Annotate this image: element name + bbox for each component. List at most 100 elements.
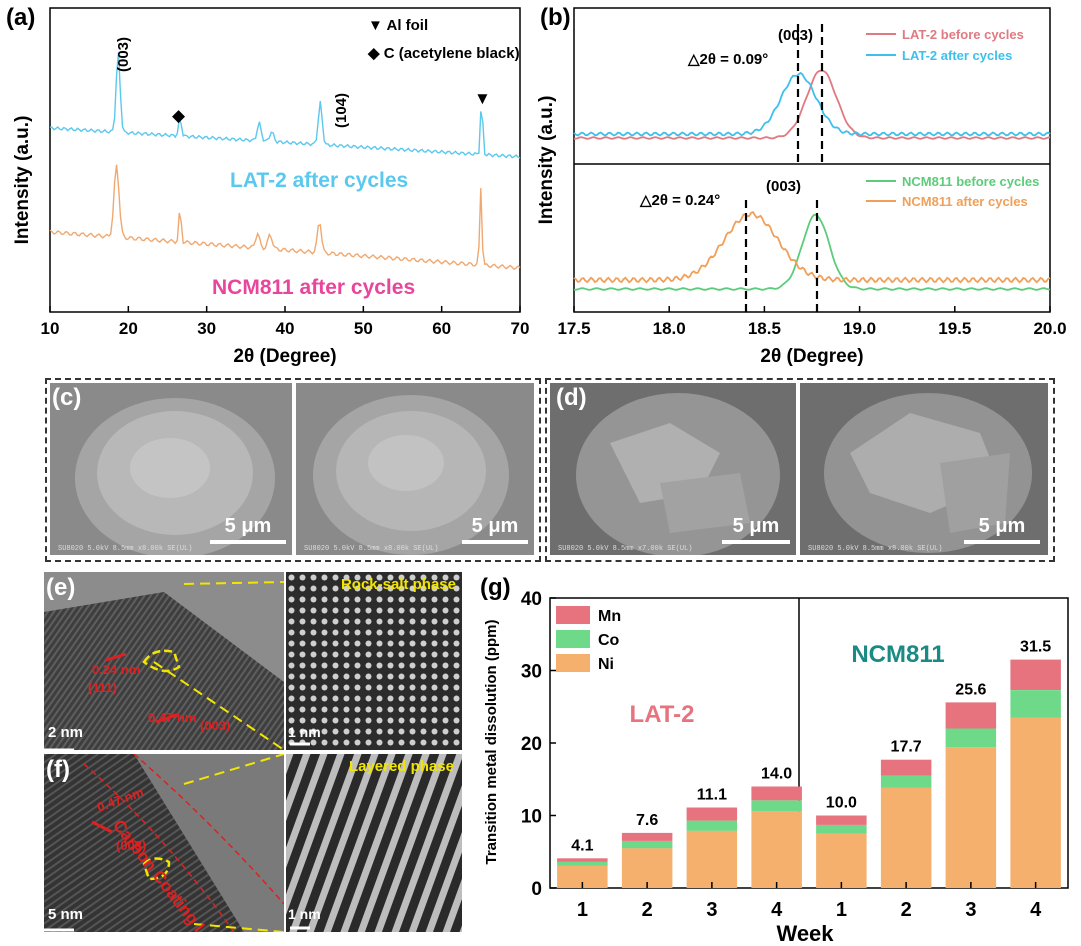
bar-segment-ni <box>751 811 802 888</box>
bar-segment-mn <box>945 702 997 729</box>
bar-segment-ni <box>621 848 673 888</box>
tem-image-f: 0.47 nm (003) Carbon Coating Layer 5 nm <box>44 754 284 932</box>
y-axis-label: Intensity (a.u.) <box>536 96 557 225</box>
bar-total-label: 25.6 <box>955 681 986 698</box>
top-peak-label: (003) <box>778 27 813 44</box>
ncm811-xrd-curve <box>49 164 521 271</box>
tem-inset-rock-salt: Rock-salt phase 1 nm <box>286 572 462 750</box>
panel-f-label: (f) <box>46 756 70 783</box>
x-tick-label: 2 <box>901 899 912 921</box>
lat2-after-curve <box>573 71 1051 137</box>
peak-003-label: (003) <box>115 37 132 72</box>
diamond-marker: ◆ <box>172 106 186 125</box>
x-tick-label: 18.0 <box>653 319 686 338</box>
y-tick-label: 10 <box>521 807 542 828</box>
bar-segment-mn <box>686 807 738 821</box>
layered-title: Layered phase <box>348 758 454 775</box>
panel-b-xrd-zoom-plot: 17.5 18.0 18.5 19.0 19.5 20.0 (003) △2θ = 0.0… <box>536 7 1067 367</box>
legend-swatch-mn <box>556 606 590 624</box>
x-tick-label: 3 <box>706 899 717 921</box>
tem-image-e: 0.24 nm (111) 0.47 nm (003) 2 nm <box>44 572 284 750</box>
legend-swatch-ni <box>556 654 590 672</box>
y-axis-label: Intensity (a.u.) <box>12 116 33 245</box>
peak-104-label: (104) <box>333 93 350 128</box>
panel-d-frame <box>545 378 1055 562</box>
ncm811-before-curve <box>573 213 1051 291</box>
bar-segment-mn <box>557 858 608 862</box>
bar-segment-ni <box>557 865 608 888</box>
legend-ncm-after: NCM811 after cycles <box>902 194 1028 209</box>
y-tick-label: 30 <box>521 662 542 683</box>
x-tick-label: 30 <box>197 319 216 338</box>
panel-c-label: (c) <box>52 384 82 411</box>
panel-a-label: (a) <box>6 4 36 31</box>
top-delta-label: △2θ = 0.09° <box>687 51 768 68</box>
panel-g-bar-chart: 0 10 20 30 40 4.1 1 7.6 2 11.1 3 14.0 4 10.0 1 17.7 2 25… <box>483 589 1069 946</box>
panel-c-frame <box>45 378 541 562</box>
legend-label-mn: Mn <box>598 608 621 625</box>
panel-g-label: (g) <box>480 574 511 601</box>
bar-segment-co <box>751 800 802 812</box>
y-tick-label: 0 <box>531 879 542 900</box>
ncm811-curve-label: NCM811 after cycles <box>212 276 415 299</box>
bar-total-label: 17.7 <box>891 739 922 756</box>
group-label-ncm811: NCM811 <box>851 641 944 668</box>
x-axis-label: 2θ (Degree) <box>760 346 863 367</box>
bar-total-label: 11.1 <box>697 787 727 804</box>
scale-bar-label: 5 nm <box>48 906 84 923</box>
scale-bar: 5 μm <box>964 515 1040 544</box>
bar-segment-co <box>880 775 932 788</box>
x-tick-label: 3 <box>965 899 976 921</box>
bar-total-label: 4.1 <box>571 837 593 854</box>
x-tick-label: 50 <box>354 319 373 338</box>
bar-segment-mn <box>816 815 867 825</box>
rock-salt-title: Rock-salt phase <box>340 576 456 593</box>
legend-label-ni: Ni <box>598 656 614 673</box>
bar-segment-ni <box>880 787 932 888</box>
sem-image-lat2-1: 5 μm SU8020 5.0kV 8.5mm x8.00k SE(UL) <box>50 383 292 555</box>
legend-swatch-co <box>556 630 590 648</box>
bar-segment-co <box>816 824 867 834</box>
x-tick-label: 4 <box>1030 899 1042 921</box>
sem-image-ncm811-2: 5 μm SU8020 5.0kV 8.5mm x8.00k SE(UL) <box>800 383 1048 555</box>
bar-total-label: 7.6 <box>636 812 658 829</box>
bar-total-label: 14.0 <box>761 766 792 783</box>
y-tick-label: 20 <box>521 734 542 755</box>
bar-total-label: 10.0 <box>826 795 857 812</box>
scale-bar: 5 μm <box>210 515 286 544</box>
bar-segment-ni <box>1010 717 1061 888</box>
bar-segment-ni <box>686 830 738 888</box>
sem-image-ncm811-1: 5 μm SU8020 5.0kV 8.5mm x7.00k SE(UL) <box>550 383 796 555</box>
lat2-curve-label: LAT-2 after cycles <box>230 169 408 192</box>
bar-segment-co <box>557 861 608 866</box>
sem-image-lat2-2: 5 μm SU8020 5.0kV 8.5mm x8.00k SE(UL) <box>296 383 534 555</box>
panel-a-xrd-plot: 10 20 30 40 50 60 70 (003) (104) ◆ ▼ ▼ Al foil… <box>12 7 529 367</box>
bar-segment-co <box>621 840 673 849</box>
x-tick-label: 17.5 <box>557 319 590 338</box>
y-tick-label: 40 <box>521 589 542 610</box>
panel-b-label: (b) <box>540 4 571 31</box>
legend-lat2-before: LAT-2 before cycles <box>902 27 1024 42</box>
bar-segment-mn <box>751 786 802 801</box>
lat2-before-curve <box>574 69 1051 140</box>
x-tick-label: 19.0 <box>843 319 876 338</box>
legend-label-co: Co <box>598 632 620 649</box>
x-axis-label: 2θ (Degree) <box>233 346 336 367</box>
x-tick-label: 10 <box>41 319 60 338</box>
scale-bar: 5 μm <box>462 515 528 544</box>
ncm811-after-curve <box>573 210 1051 284</box>
x-tick-label: 4 <box>771 899 783 921</box>
scale-bar-label: 1 nm <box>288 906 321 922</box>
bar-segment-mn <box>1010 659 1061 690</box>
triangle-marker: ▼ <box>474 89 491 108</box>
scale-bar-label: 2 nm <box>48 724 84 741</box>
x-tick-label: 60 <box>432 319 451 338</box>
scale-bar: 5 μm <box>722 515 790 544</box>
plot-frame <box>573 7 1051 313</box>
y-axis-label: Transition metal dissolution (ppm) <box>483 619 500 864</box>
bar-segment-co <box>1010 690 1061 718</box>
x-tick-label: 40 <box>276 319 295 338</box>
x-tick-label: 20 <box>119 319 138 338</box>
bar-total-label: 31.5 <box>1020 639 1051 656</box>
tem-inset-layered: Layered phase 1 nm <box>286 754 462 932</box>
